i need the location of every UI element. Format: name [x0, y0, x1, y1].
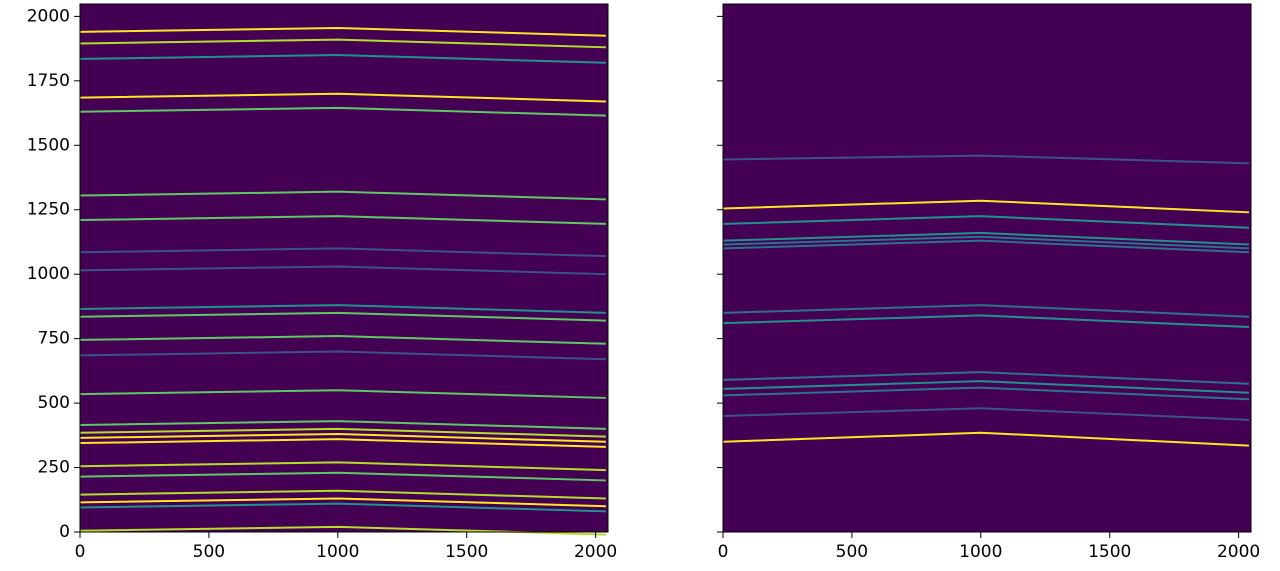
spectral-trace: [722, 231, 1249, 246]
spectral-trace: [79, 489, 606, 500]
spectral-trace: [79, 26, 606, 37]
spectral-trace: [722, 154, 1249, 165]
x-tick-label: 0: [718, 542, 729, 562]
y-tick-label: 1500: [27, 135, 70, 155]
axes-frame: [79, 3, 609, 533]
x-tick-label: 2000: [574, 542, 617, 562]
spectral-trace: [79, 427, 606, 438]
spectral-trace: [79, 497, 606, 508]
spectral-trace: [722, 239, 1249, 254]
y-tick-label: 1000: [27, 264, 70, 284]
x-tick-label: 500: [836, 542, 868, 562]
x-tick-label: 0: [75, 542, 86, 562]
spectral-trace: [79, 311, 606, 322]
spectral-trace: [79, 190, 606, 201]
spectral-trace: [79, 265, 606, 276]
y-tick-label: 2000: [27, 6, 70, 26]
image-background: [723, 4, 1251, 532]
spectral-trace: [722, 314, 1249, 329]
spectral-trace: [79, 335, 606, 345]
spectral-trace: [722, 386, 1249, 401]
spectral-trace: [79, 38, 606, 49]
x-tick-label: 1500: [1088, 542, 1131, 562]
spectral-trace: [722, 407, 1249, 421]
y-tick-label: 750: [38, 329, 70, 349]
x-tick-label: 1500: [445, 542, 488, 562]
image-background: [80, 4, 608, 532]
spectral-trace: [722, 199, 1249, 214]
x-tick-label: 1000: [316, 542, 359, 562]
spectral-trace: [722, 304, 1249, 318]
spectral-trace: [79, 389, 606, 399]
y-tick-label: 1250: [27, 200, 70, 220]
spectral-trace: [79, 106, 606, 117]
x-tick-label: 500: [193, 542, 225, 562]
spectral-trace: [79, 92, 606, 103]
spectral-trace: [722, 371, 1249, 385]
spectral-trace: [79, 502, 606, 513]
spectral-trace: [722, 380, 1249, 394]
y-tick-label: 500: [38, 393, 70, 413]
axes-frame: [722, 3, 1252, 533]
spectral-trace: [79, 420, 606, 430]
spectral-trace: [79, 471, 606, 482]
spectral-trace: [79, 247, 606, 258]
x-tick-label: 1000: [959, 542, 1002, 562]
spectral-trace: [79, 54, 606, 64]
spectral-trace: [722, 215, 1249, 229]
spectral-trace: [722, 235, 1249, 250]
spectral-trace: [79, 461, 606, 472]
spectral-trace: [79, 215, 606, 225]
spectral-trace: [722, 431, 1249, 447]
x-tick-label: 2000: [1217, 542, 1260, 562]
y-tick-label: 250: [38, 458, 70, 478]
spectral-trace: [79, 433, 606, 443]
spectral-trace: [79, 438, 606, 448]
y-tick-label: 0: [59, 522, 70, 542]
y-tick-label: 1750: [27, 71, 70, 91]
spectral-trace: [79, 304, 606, 314]
spectral-trace: [79, 350, 606, 361]
